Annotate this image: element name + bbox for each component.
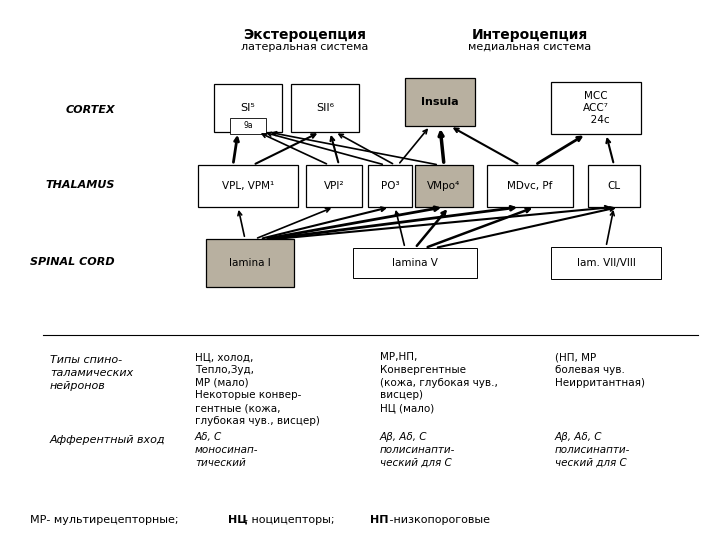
Text: SI⁵: SI⁵ [240,103,256,113]
Bar [487,165,573,207]
Bar [206,239,294,287]
Text: lamina I: lamina I [229,258,271,268]
Text: латеральная система: латеральная система [241,42,369,52]
Bar [588,165,640,207]
Text: Aδ, C
моносинап-
тический: Aδ, C моносинап- тический [195,432,258,468]
Text: SII⁶: SII⁶ [316,103,334,113]
Text: CL: CL [608,181,621,191]
Text: МР- мультирецепторные;: МР- мультирецепторные; [30,515,179,525]
Text: lam. VII/VIII: lam. VII/VIII [577,258,636,268]
Text: VPL, VPM¹: VPL, VPM¹ [222,181,274,191]
Text: CORTEX: CORTEX [66,105,115,115]
Text: (НП, МР
болевая чув.
Неирритантная): (НП, МР болевая чув. Неирритантная) [555,352,645,388]
Text: Афферентный вход: Афферентный вход [50,435,166,445]
Text: SPINAL CORD: SPINAL CORD [30,257,115,267]
Bar [368,165,412,207]
Text: МР,НП,
Конвергентные
(кожа, глубокая чув.,
висцер)
НЦ (мало): МР,НП, Конвергентные (кожа, глубокая чув… [380,352,498,413]
Bar [230,118,266,134]
Bar [198,165,298,207]
Text: медиальная система: медиальная система [469,42,592,52]
Text: THALAMUS: THALAMUS [45,180,115,190]
Text: PO³: PO³ [381,181,400,191]
Text: - ноцицепторы;: - ноцицепторы; [244,515,341,525]
Text: VMpo⁴: VMpo⁴ [428,181,461,191]
Text: VPI²: VPI² [324,181,344,191]
Bar [353,248,477,278]
Bar [551,82,641,134]
Text: MCC
ACC⁷
   24c: MCC ACC⁷ 24c [582,91,610,125]
Text: НЦ: НЦ [228,515,248,525]
Text: Insula: Insula [421,97,459,107]
Bar [551,247,661,279]
Text: Типы спино-
таламических
нейронов: Типы спино- таламических нейронов [50,355,133,392]
Text: -низкопороговые: -низкопороговые [386,515,490,525]
Text: MDvc, Pf: MDvc, Pf [508,181,553,191]
Bar [306,165,362,207]
Text: lamina V: lamina V [392,258,438,268]
Bar [415,165,473,207]
Text: 9a: 9a [243,122,253,131]
Text: Экстероцепция: Экстероцепция [243,28,366,42]
Text: НП: НП [370,515,389,525]
Text: НЦ, холод,
Тепло,Зуд,
МР (мало)
Некоторые конвер-
гентные (кожа,
глубокая чув., : НЦ, холод, Тепло,Зуд, МР (мало) Некоторы… [195,352,320,426]
Bar [214,84,282,132]
Bar [405,78,475,126]
Text: Интероцепция: Интероцепция [472,28,588,42]
Bar [291,84,359,132]
Text: Aβ, Aδ, C
полисинапти-
ческий для C: Aβ, Aδ, C полисинапти- ческий для C [555,432,631,468]
Text: Aβ, Aδ, C
полисинапти-
ческий для C: Aβ, Aδ, C полисинапти- ческий для C [380,432,455,468]
